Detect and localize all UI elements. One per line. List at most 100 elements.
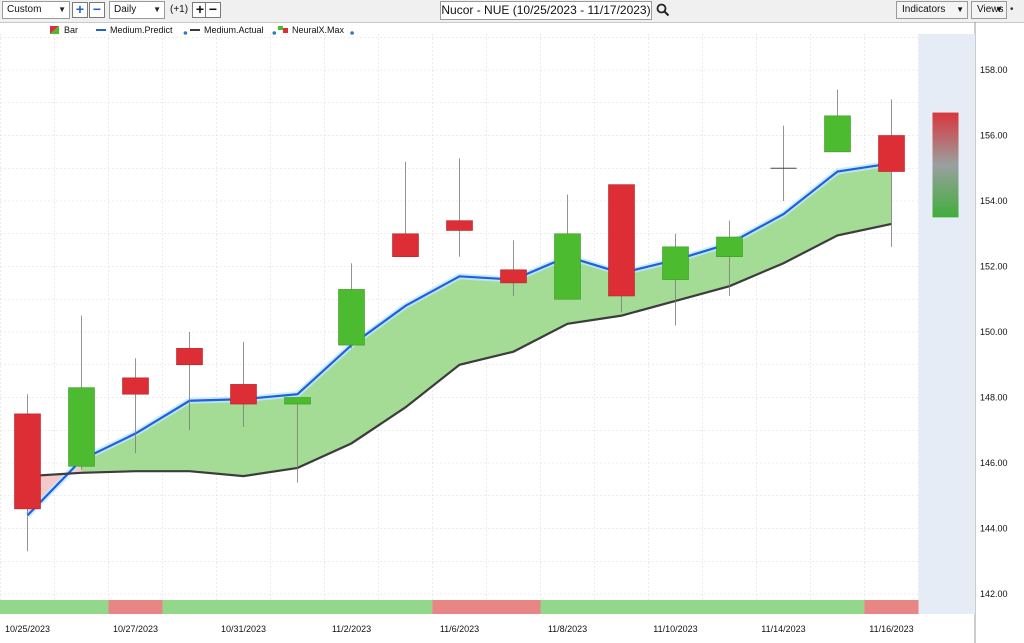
neuralx-icon xyxy=(283,28,288,33)
candle xyxy=(338,263,365,349)
band-segment xyxy=(783,171,838,264)
toolbar: Custom ▼ + − Daily ▼ (+1) + − Nucor - NU… xyxy=(0,0,1024,23)
legend-label: NeuralX.Max xyxy=(292,25,345,35)
legend-item: Medium.Actual xyxy=(190,25,277,35)
candle xyxy=(230,341,257,427)
signal-cell xyxy=(756,600,811,614)
candle-body xyxy=(608,184,635,297)
chevron-down-icon: ▼ xyxy=(153,5,161,14)
candle xyxy=(68,315,95,470)
medium-predict-line xyxy=(26,162,892,517)
pin-icon[interactable]: • xyxy=(1010,4,1014,15)
candle xyxy=(122,358,149,454)
candle-body xyxy=(176,348,203,366)
x-tick-label: 11/2/2023 xyxy=(332,624,371,634)
candle xyxy=(446,158,473,257)
x-tick-label: 11/6/2023 xyxy=(440,624,479,634)
bar-icon xyxy=(50,26,59,34)
y-tick-label: 144.00 xyxy=(980,524,1008,534)
x-axis: 10/25/2023 10/27/2023 10/31/2023 11/2/2023 1… xyxy=(5,624,914,634)
neuralx-icon xyxy=(278,26,283,30)
price-chart: 142.00 144.00 146.00 148.00 150.00 152.00 154.… xyxy=(0,22,1008,643)
medium-actual-line xyxy=(27,222,892,478)
candle xyxy=(500,240,527,296)
candle-body xyxy=(554,233,581,300)
legend-label: Bar xyxy=(64,25,78,35)
y-tick-label: 150.00 xyxy=(980,327,1008,337)
y-tick-label: 158.00 xyxy=(980,65,1008,75)
band-segment xyxy=(135,400,190,472)
signal-cell xyxy=(270,600,325,614)
signal-cell xyxy=(810,600,865,614)
candle xyxy=(284,397,311,483)
legend-label: Medium.Actual xyxy=(204,25,264,35)
band-segment xyxy=(459,276,514,365)
candle xyxy=(662,233,689,326)
y-tick-label: 148.00 xyxy=(980,393,1008,403)
signal-cell xyxy=(324,600,379,614)
candle-body xyxy=(122,377,149,395)
legend-item: Medium.Predict xyxy=(96,25,188,35)
candle-body xyxy=(284,397,311,405)
range-select[interactable]: Custom ▼ xyxy=(2,1,70,19)
x-tick-label: 11/16/2023 xyxy=(869,624,913,634)
band-segment xyxy=(837,163,892,236)
series-lines xyxy=(25,160,892,518)
x-tick-label: 11/14/2023 xyxy=(761,624,805,634)
info-dot-icon xyxy=(272,31,277,35)
y-tick-label: 152.00 xyxy=(980,262,1008,272)
band-segment xyxy=(243,394,298,477)
signal-cell xyxy=(864,600,919,614)
candle-body xyxy=(392,233,419,257)
y-tick-label: 154.00 xyxy=(980,196,1008,206)
indicators-button[interactable]: Indicators ▼ xyxy=(896,1,968,19)
search-icon[interactable] xyxy=(656,3,670,17)
minus-icon[interactable]: − xyxy=(205,2,221,18)
chevron-down-icon: ▼ xyxy=(956,5,964,14)
candle-body xyxy=(230,384,257,405)
candle-body xyxy=(878,135,905,172)
views-label: Views xyxy=(977,4,1004,15)
y-tick-label: 146.00 xyxy=(980,458,1008,468)
legend: Bar Medium.Predict Medium.Actual NeuralX.Ma… xyxy=(50,25,354,35)
signal-cell xyxy=(594,600,649,614)
minus-icon[interactable]: − xyxy=(89,2,105,18)
band-segment xyxy=(621,259,676,316)
signal-cell xyxy=(216,600,271,614)
forecast-bar xyxy=(932,112,959,218)
legend-label: Medium.Predict xyxy=(110,25,173,35)
interval-select[interactable]: Daily ▼ xyxy=(109,1,165,19)
band-segment xyxy=(297,345,352,468)
signal-cell xyxy=(0,600,55,614)
candle-body xyxy=(446,220,473,231)
candle xyxy=(770,125,797,201)
x-tick-label: 10/31/2023 xyxy=(221,624,266,634)
y-tick-label: 142.00 xyxy=(980,589,1008,599)
y-tick-label: 156.00 xyxy=(980,131,1008,141)
y-axis: 142.00 144.00 146.00 148.00 150.00 152.00 154.… xyxy=(980,65,1008,599)
candle xyxy=(392,161,419,257)
band-segment xyxy=(567,256,622,324)
offset-label: (+1) xyxy=(170,4,189,15)
candle-body xyxy=(824,115,851,153)
candle-body xyxy=(68,387,95,467)
x-tick-label: 10/25/2023 xyxy=(5,624,50,634)
info-dot-icon xyxy=(183,31,188,35)
chevron-down-icon: ▼ xyxy=(58,5,66,14)
candle xyxy=(554,194,581,300)
chevron-down-icon: ▼ xyxy=(995,5,1003,14)
plus-icon[interactable]: + xyxy=(72,2,88,18)
interval-select-value: Daily xyxy=(114,4,137,15)
signal-cell xyxy=(108,600,163,614)
candle xyxy=(878,99,905,247)
signal-cell xyxy=(432,600,487,614)
forecast-bar-group xyxy=(932,112,959,218)
signal-cell xyxy=(162,600,217,614)
signal-cell xyxy=(540,600,595,614)
candle-body xyxy=(14,413,41,510)
legend-item: NeuralX.Max xyxy=(278,25,354,35)
candle-body xyxy=(716,236,743,257)
views-button[interactable]: Views ▼ xyxy=(971,1,1007,19)
candle xyxy=(608,184,635,313)
chart-title[interactable]: Nucor - NUE (10/25/2023 - 11/17/2023) xyxy=(440,1,652,20)
